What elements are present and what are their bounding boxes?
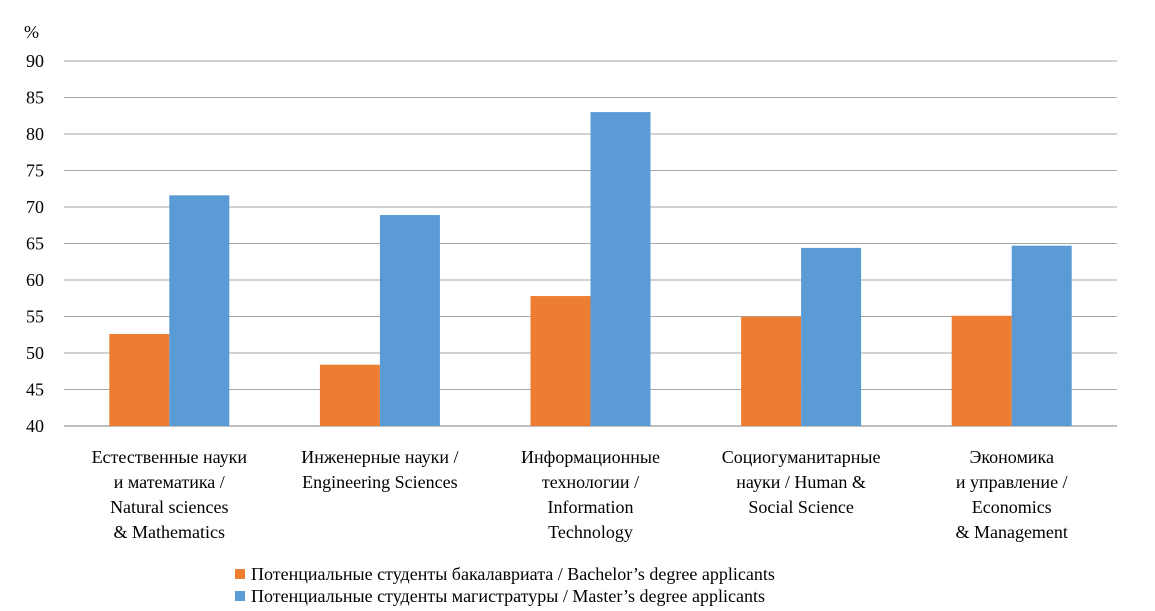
legend-label-master: Потенциальные студенты магистратуры / Ma… (251, 586, 765, 606)
x-category-label-line: Социогуманитарные (722, 447, 881, 467)
x-category-label-line: Инженерные науки / (301, 447, 458, 467)
x-category-label: Естественные науки и математика / Natural … (92, 447, 248, 542)
y-tick-label: 65 (26, 234, 44, 254)
x-category-label-line: & Mathematics (114, 522, 225, 542)
legend-label-bachelor: Потенциальные студенты бакалавриата / Ba… (251, 564, 775, 584)
x-category-label: Информационные технологии / Information Tec… (521, 447, 660, 542)
x-category-label-line: и математика / (114, 472, 225, 492)
y-axis-unit-label: % (24, 22, 39, 42)
bar-master (379, 215, 440, 426)
x-category-label-line: науки / Human & (736, 472, 866, 492)
bar-master (590, 112, 651, 426)
x-category-label-line: и управление / (956, 472, 1068, 492)
x-category-label-line: & Management (955, 522, 1067, 542)
y-tick-label: 85 (26, 88, 44, 108)
y-tick-label: 40 (26, 416, 44, 436)
legend-item-master: Потенциальные студенты магистратуры / Ma… (235, 585, 775, 607)
bars (109, 112, 1072, 426)
x-category-label: Экономика и управление / Economics & Manage… (955, 447, 1067, 542)
bar-master (169, 195, 230, 426)
y-axis-ticks: 40 45 50 55 60 65 70 75 80 85 90 (26, 51, 44, 436)
bar-bachelor (530, 296, 591, 426)
y-tick-label: 90 (26, 51, 44, 71)
x-category-label-line: Информационные (521, 447, 660, 467)
bar-bachelor (741, 316, 802, 426)
legend-item-bachelor: Потенциальные студенты бакалавриата / Ba… (235, 563, 775, 585)
bar-chart: % 40 45 50 55 60 65 70 75 80 85 90 Естественные на… (24, 22, 1117, 542)
x-category-label-line: Естественные науки (92, 447, 248, 467)
x-category-label-line: Technology (548, 522, 633, 542)
bar-master (801, 247, 862, 426)
y-tick-label: 80 (26, 124, 44, 144)
bar-bachelor (109, 334, 170, 426)
x-category-label: Инженерные науки / Engineering Sciences (301, 447, 458, 492)
bar-master (1011, 245, 1072, 426)
legend-swatch-bachelor (235, 569, 245, 579)
y-tick-label: 50 (26, 343, 44, 363)
x-category-label-line: технологии / (542, 472, 639, 492)
legend: Потенциальные студенты бакалавриата / Ba… (235, 563, 775, 607)
y-tick-label: 45 (26, 380, 44, 400)
y-tick-label: 70 (26, 197, 44, 217)
legend-swatch-master (235, 591, 245, 601)
y-tick-label: 75 (26, 161, 44, 181)
x-category-label-line: Social Science (748, 497, 853, 517)
bar-bachelor (319, 364, 380, 426)
y-tick-label: 55 (26, 307, 44, 327)
x-category-label-line: Экономика (969, 447, 1054, 467)
x-category-label-line: Natural sciences (110, 497, 228, 517)
x-axis-labels: Естественные науки и математика / Natural … (92, 447, 1068, 542)
y-tick-label: 60 (26, 270, 44, 290)
x-category-label-line: Engineering Sciences (302, 472, 457, 492)
x-category-label-line: Information (548, 497, 634, 517)
x-category-label-line: Economics (972, 497, 1052, 517)
bar-bachelor (951, 315, 1012, 426)
x-category-label: Социогуманитарные науки / Human & Social S… (722, 447, 881, 517)
